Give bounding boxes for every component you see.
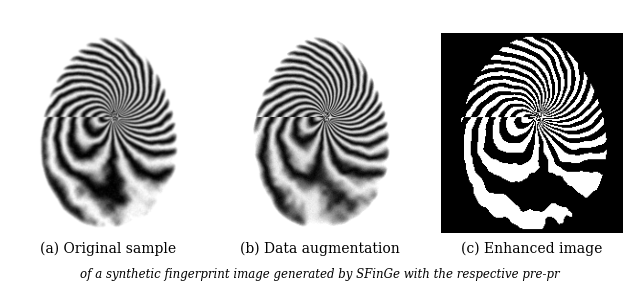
Text: (c) Enhanced image: (c) Enhanced image	[461, 241, 602, 256]
Text: of a synthetic fingerprint image generated by SFinGe with the respective pre-pr: of a synthetic fingerprint image generat…	[80, 268, 560, 281]
Text: (b) Data augmentation: (b) Data augmentation	[240, 241, 400, 256]
Text: (a) Original sample: (a) Original sample	[40, 241, 176, 256]
